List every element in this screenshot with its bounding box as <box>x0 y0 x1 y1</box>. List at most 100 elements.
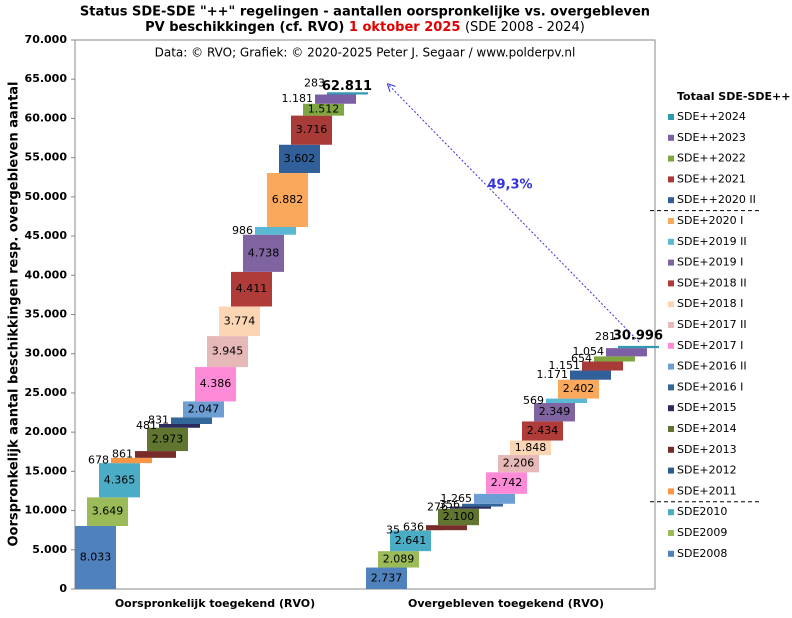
data-label: 4.411 <box>236 282 268 295</box>
y-tick-label: 20.000 <box>25 425 68 438</box>
bar <box>207 336 248 368</box>
legend-swatch <box>668 322 674 328</box>
legend-swatch <box>668 488 674 495</box>
bar <box>558 379 599 399</box>
legend-swatch <box>668 280 674 287</box>
bar <box>450 506 491 509</box>
chart-title: Status SDE-SDE "++" regelingen - aantall… <box>80 5 650 20</box>
legend-label: SDE2008 <box>677 547 727 560</box>
data-label: 4.386 <box>200 377 232 390</box>
legend-swatch <box>668 550 674 557</box>
legend-label: SDE++2024 <box>677 110 746 123</box>
y-tick-label: 0 <box>59 582 67 595</box>
bar <box>243 234 284 272</box>
legend-swatch <box>668 218 674 224</box>
data-label: 636 <box>403 521 424 534</box>
legend-swatch <box>668 467 674 474</box>
chart-subtitle: PV beschikkingen (cf. RVO) 1 oktober 202… <box>145 20 585 35</box>
subtitle-part: (SDE 2008 - 2024) <box>465 20 585 35</box>
legend-title: Totaal SDE-SDE++ <box>677 90 790 103</box>
data-label: 2.641 <box>395 534 427 547</box>
bar <box>231 271 272 307</box>
legend-label: SDE+2019 II <box>677 235 747 248</box>
data-label: 1.151 <box>549 359 581 372</box>
y-tick-label: 15.000 <box>25 464 68 477</box>
data-label: 283 <box>304 76 325 89</box>
legend-label: SDE+2014 <box>677 422 737 435</box>
bar <box>534 403 575 422</box>
legend-swatch <box>668 446 674 453</box>
bar <box>303 103 344 116</box>
source: Data: © RVO; Grafiek: © 2020-2025 Peter … <box>155 46 576 60</box>
data-label: 1.171 <box>537 368 569 381</box>
y-tick-label: 50.000 <box>25 190 68 203</box>
bar <box>99 463 140 498</box>
data-label: 35 <box>386 523 400 536</box>
data-label: 831 <box>148 414 169 427</box>
bar <box>570 370 611 380</box>
bar <box>147 427 188 452</box>
data-label: 6.882 <box>272 193 304 206</box>
y-tick-label: 30.000 <box>25 347 68 360</box>
bar <box>378 551 419 568</box>
legend-swatch <box>668 134 674 141</box>
bar <box>291 115 332 145</box>
subtitle-date: 1 oktober 2025 <box>349 20 461 35</box>
legend-swatch <box>668 259 674 266</box>
data-label: 4.365 <box>104 473 136 486</box>
data-label: 2.349 <box>539 405 571 418</box>
data-label: 3.649 <box>92 505 124 518</box>
bar <box>159 423 200 428</box>
data-label: 861 <box>112 447 133 460</box>
bar <box>219 306 260 337</box>
y-tick-label: 35.000 <box>25 308 68 321</box>
bar <box>255 226 296 235</box>
legend-swatch <box>668 363 674 370</box>
legend-label: SDE+2018 I <box>677 297 743 310</box>
bar <box>426 525 467 531</box>
y-tick-label: 55.000 <box>25 151 68 164</box>
legend-label: SDE2010 <box>677 505 727 518</box>
y-tick-label: 60.000 <box>25 111 68 124</box>
bar <box>135 451 176 458</box>
bar <box>462 503 503 507</box>
legend-swatch <box>668 301 674 308</box>
data-label: 569 <box>523 394 544 407</box>
data-label: 2.973 <box>152 432 184 445</box>
x-tick-label: Oorspronkelijk toegekend (RVO) <box>115 597 315 610</box>
bar <box>582 361 623 371</box>
legend-label: SDE+2020 I <box>677 214 743 227</box>
y-tick-label: 5.000 <box>32 543 67 556</box>
legend-label: SDE+2019 I <box>677 256 743 269</box>
total-label: 62.811 <box>322 79 372 94</box>
annotation: 49,3% <box>487 178 532 193</box>
legend-swatch <box>668 426 674 432</box>
legend-label: SDE+2016 I <box>677 380 743 393</box>
legend-label: SDE++2022 <box>677 152 746 165</box>
x-tick-label: Overgebleven toegekend (RVO) <box>408 597 604 610</box>
data-label: 2.434 <box>527 424 559 437</box>
bar <box>315 94 356 104</box>
legend-label: SDE++2021 <box>677 172 746 185</box>
bar <box>522 421 563 441</box>
data-label: 1.512 <box>308 103 340 116</box>
data-label: 2.089 <box>383 552 415 565</box>
data-label: 2.100 <box>443 510 475 523</box>
bar <box>183 401 224 418</box>
data-label: 3.716 <box>296 123 328 136</box>
data-label: 3.774 <box>224 314 256 327</box>
legend-swatch <box>668 530 674 536</box>
y-tick-label: 10.000 <box>25 504 68 517</box>
y-tick-label: 40.000 <box>25 268 68 281</box>
subtitle-part: PV beschikkingen (cf. RVO) <box>145 20 344 35</box>
data-label: 2.737 <box>371 571 403 584</box>
bar <box>618 345 659 349</box>
bar <box>510 440 551 456</box>
legend-label: SDE+2017 II <box>677 318 747 331</box>
data-label: 986 <box>232 224 253 237</box>
data-label: 356 <box>439 498 460 511</box>
legend-label: SDE++2020 II <box>677 193 756 206</box>
data-label: 2.742 <box>491 476 523 489</box>
bar <box>267 173 308 227</box>
